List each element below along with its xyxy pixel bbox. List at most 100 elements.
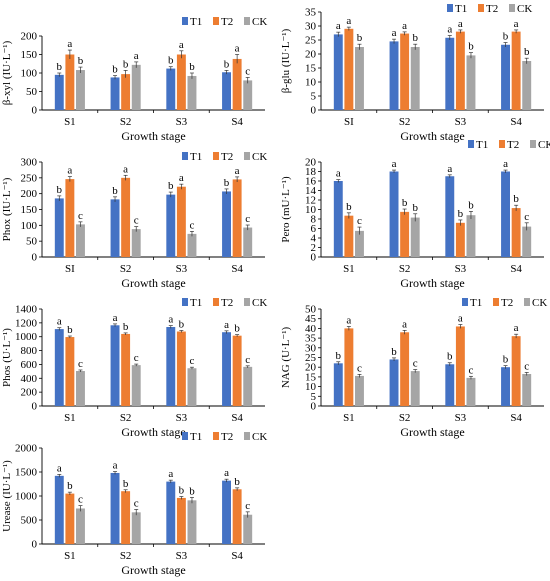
bar-t2 bbox=[65, 54, 75, 110]
significance-letter: b bbox=[346, 201, 352, 213]
bar-ck bbox=[410, 47, 420, 110]
bar-t2 bbox=[455, 31, 465, 111]
y-tick-label: 25 bbox=[305, 35, 317, 47]
legend: T1 T2 CK bbox=[182, 16, 267, 28]
y-tick-label: 500 bbox=[21, 515, 38, 527]
x-tick-label: S2 bbox=[399, 263, 411, 275]
significance-letter: b bbox=[123, 58, 129, 70]
legend-label: T1 bbox=[190, 431, 202, 443]
legend-swatch-t2 bbox=[493, 298, 499, 306]
x-tick-label: S3 bbox=[176, 263, 188, 275]
significance-letter: a bbox=[514, 322, 519, 334]
legend-swatch-t2 bbox=[213, 298, 219, 306]
y-tick-label: 35 bbox=[305, 7, 317, 19]
y-tick-label: 150 bbox=[21, 49, 38, 61]
legend-swatch-t2 bbox=[213, 17, 219, 25]
x-tick-label: S2 bbox=[399, 412, 411, 424]
y-tick-label: 18 bbox=[305, 166, 317, 178]
significance-letter: b bbox=[168, 180, 174, 192]
significance-letter: b bbox=[67, 324, 73, 336]
bar-t1 bbox=[333, 34, 343, 110]
x-axis-label: Growth stage bbox=[121, 425, 185, 439]
significance-letter: a bbox=[346, 314, 351, 326]
legend-label: T2 bbox=[221, 431, 233, 443]
bar-ck bbox=[466, 55, 476, 110]
bar-t2 bbox=[176, 54, 186, 110]
y-tick-label: 50 bbox=[305, 304, 317, 316]
x-tick-label: S2 bbox=[399, 116, 411, 128]
x-tick-label: S2 bbox=[120, 550, 132, 562]
legend-label: T1 bbox=[470, 297, 482, 309]
significance-letter: b bbox=[67, 480, 73, 492]
x-axis-label: Growth stage bbox=[400, 129, 464, 143]
y-tick-label: 1500 bbox=[15, 467, 38, 479]
significance-letter: b bbox=[412, 32, 418, 44]
bar-t2 bbox=[121, 177, 131, 257]
bar-ck bbox=[131, 64, 141, 110]
x-tick-label: S3 bbox=[176, 412, 188, 424]
significance-letter: b bbox=[336, 350, 342, 362]
bar-t2 bbox=[65, 337, 75, 406]
legend-swatch-t1 bbox=[447, 4, 453, 12]
legend-swatch-ck bbox=[244, 432, 250, 440]
x-tick-label: S1 bbox=[64, 116, 76, 128]
significance-letter: b bbox=[57, 184, 63, 196]
bar-ck bbox=[76, 371, 85, 406]
significance-letter: b bbox=[57, 61, 63, 73]
legend-swatch-t1 bbox=[182, 298, 188, 306]
y-tick-label: 20 bbox=[305, 157, 317, 169]
y-tick-label: 30 bbox=[305, 21, 317, 33]
y-tick-label: 2 bbox=[311, 242, 317, 254]
bar-t2 bbox=[511, 336, 521, 406]
x-axis-label: Growth stage bbox=[400, 425, 464, 439]
legend-swatch-t2 bbox=[499, 140, 505, 148]
x-tick-label: S3 bbox=[455, 116, 467, 128]
bar-t1 bbox=[54, 74, 64, 110]
bar-t1 bbox=[166, 194, 176, 257]
significance-letter: b bbox=[357, 32, 363, 44]
bar-t2 bbox=[232, 58, 242, 110]
legend-label: T1 bbox=[190, 151, 202, 163]
legend-swatch-t2 bbox=[478, 4, 484, 12]
x-tick-label: S2 bbox=[120, 263, 132, 275]
x-tick-label: S1 bbox=[343, 263, 355, 275]
significance-letter: b bbox=[391, 346, 397, 358]
significance-letter: a bbox=[179, 172, 184, 184]
legend-label: T1 bbox=[476, 139, 488, 151]
bar-t1 bbox=[222, 72, 231, 110]
y-tick-label: 10 bbox=[305, 204, 317, 216]
significance-letter: b bbox=[412, 202, 418, 214]
legend-label: CK bbox=[252, 151, 267, 163]
y-tick-label: 15 bbox=[305, 371, 317, 383]
bar-ck bbox=[243, 227, 253, 257]
significance-letter: c bbox=[134, 497, 139, 509]
significance-letter: b bbox=[447, 351, 453, 363]
bar-ck bbox=[410, 217, 420, 257]
bar-ck bbox=[243, 80, 253, 110]
bar-t1 bbox=[389, 171, 399, 257]
significance-letter: b bbox=[224, 58, 230, 70]
y-tick-label: 5 bbox=[311, 91, 317, 103]
x-tick-label: S4 bbox=[510, 412, 522, 424]
y-tick-label: 200 bbox=[21, 31, 38, 43]
y-tick-label: 150 bbox=[21, 204, 38, 216]
legend: T1 T2 CK bbox=[462, 297, 547, 309]
y-tick-label: 4 bbox=[311, 233, 317, 245]
bar-t1 bbox=[333, 363, 343, 406]
significance-letter: a bbox=[235, 165, 240, 177]
bar-t2 bbox=[232, 489, 242, 544]
significance-letter: a bbox=[392, 27, 397, 39]
legend-swatch-ck bbox=[244, 152, 250, 160]
significance-letter: b bbox=[168, 55, 174, 67]
legend-swatch-t1 bbox=[182, 152, 188, 160]
y-tick-label: 0 bbox=[32, 252, 38, 264]
y-tick-label: 25 bbox=[305, 352, 317, 364]
x-tick-label: S1 bbox=[64, 550, 76, 562]
significance-letter: c bbox=[245, 500, 250, 512]
bar-t1 bbox=[110, 472, 120, 544]
significance-letter: c bbox=[245, 213, 250, 225]
x-tick-label: S2 bbox=[120, 412, 132, 424]
